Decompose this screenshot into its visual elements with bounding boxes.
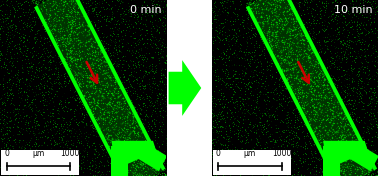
FancyArrow shape bbox=[169, 60, 201, 116]
Polygon shape bbox=[246, 5, 342, 176]
Polygon shape bbox=[34, 5, 130, 176]
FancyBboxPatch shape bbox=[1, 150, 79, 175]
Polygon shape bbox=[347, 142, 378, 171]
Text: 0 min: 0 min bbox=[130, 5, 161, 15]
Text: 1000: 1000 bbox=[272, 149, 291, 158]
Polygon shape bbox=[136, 142, 167, 171]
Polygon shape bbox=[281, 0, 377, 171]
Polygon shape bbox=[112, 146, 128, 176]
Polygon shape bbox=[246, 0, 377, 176]
Text: 0: 0 bbox=[216, 149, 221, 158]
Polygon shape bbox=[34, 0, 166, 176]
Text: 1000: 1000 bbox=[60, 149, 79, 158]
Text: 0: 0 bbox=[4, 149, 9, 158]
Polygon shape bbox=[69, 0, 166, 171]
Polygon shape bbox=[112, 141, 156, 164]
Text: 10 min: 10 min bbox=[335, 5, 373, 15]
Text: μm: μm bbox=[244, 149, 256, 158]
FancyBboxPatch shape bbox=[212, 150, 291, 175]
Polygon shape bbox=[323, 141, 368, 164]
Text: μm: μm bbox=[32, 149, 44, 158]
Polygon shape bbox=[323, 146, 340, 176]
